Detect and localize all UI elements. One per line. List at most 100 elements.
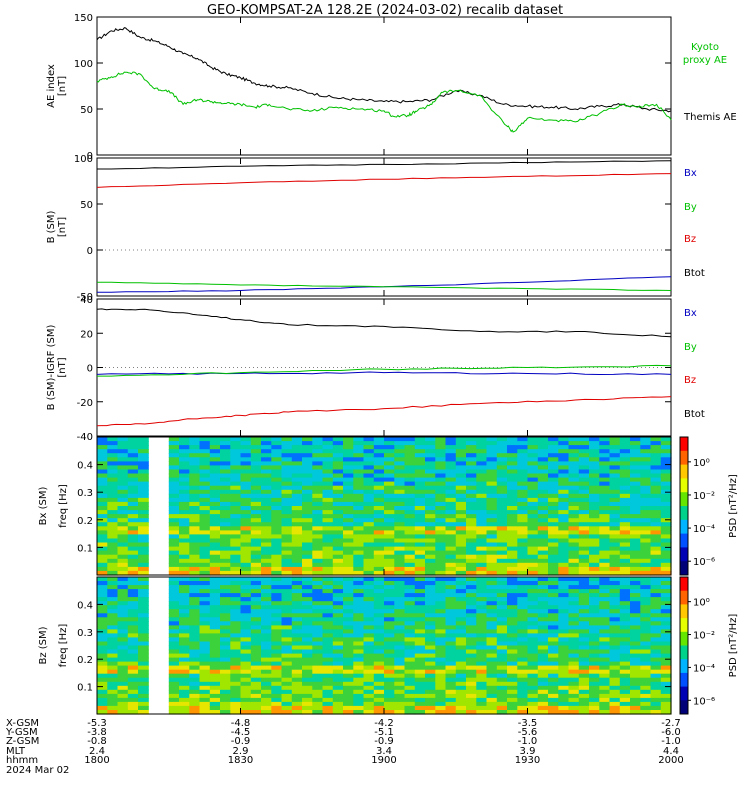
heatmap-cell — [660, 477, 672, 483]
heatmap-cell — [568, 457, 580, 462]
heatmap-cell — [589, 570, 600, 576]
heatmap-cell — [168, 701, 180, 707]
heatmap-cell — [394, 705, 406, 711]
heatmap-cell — [97, 677, 108, 683]
heatmap-cell — [353, 629, 365, 634]
heatmap-cell — [363, 613, 375, 618]
heatmap-cell — [568, 566, 580, 572]
heatmap-cell — [414, 562, 426, 568]
heatmap-cell — [291, 437, 303, 442]
heatmap-cell — [425, 562, 436, 568]
heatmap-cell — [455, 601, 467, 606]
heatmap-cell — [250, 558, 262, 564]
heatmap-cell — [486, 697, 498, 703]
heatmap-cell — [589, 485, 600, 491]
heatmap-cell — [312, 661, 324, 667]
heatmap-cell — [199, 637, 211, 642]
heatmap-cell — [589, 605, 600, 610]
heatmap-cell — [537, 701, 549, 707]
heatmap-cell — [179, 514, 190, 519]
legend-by: By — [684, 202, 697, 213]
heatmap-cell — [230, 570, 242, 576]
heatmap-cell — [168, 445, 180, 450]
heatmap-cell — [404, 546, 416, 552]
heatmap-cell — [466, 617, 477, 622]
heatmap-cell — [455, 473, 467, 479]
heatmap-cell — [537, 469, 549, 475]
heatmap-cell — [619, 481, 631, 487]
heatmap-cell — [138, 526, 149, 531]
heatmap-cell — [476, 449, 488, 454]
heatmap-cell — [291, 593, 303, 598]
heatmap-cell — [568, 641, 580, 647]
heatmap-cell — [496, 473, 508, 479]
heatmap-cell — [476, 617, 488, 622]
heatmap-cell — [332, 673, 344, 679]
heatmap-cell — [209, 697, 221, 703]
heatmap-cell — [527, 701, 539, 707]
heatmap-cell — [599, 645, 611, 651]
heatmap-cell — [394, 613, 406, 618]
heatmap-cell — [496, 669, 508, 675]
heatmap-cell — [619, 661, 631, 667]
heatmap-cell — [435, 534, 447, 540]
heatmap-cell — [179, 693, 190, 699]
heatmap-cell — [220, 501, 231, 507]
heatmap-cell — [537, 613, 549, 618]
heatmap-cell — [599, 710, 611, 715]
heatmap-cell — [240, 661, 252, 667]
heatmap-cell — [630, 449, 641, 454]
heatmap-cell — [640, 485, 652, 491]
heatmap-cell — [199, 453, 211, 458]
heatmap-cell — [373, 661, 385, 667]
heatmap-cell — [578, 589, 590, 594]
heatmap-cell — [548, 546, 559, 552]
heatmap-cell — [640, 538, 652, 544]
heatmap-cell — [250, 522, 262, 527]
heatmap-cell — [599, 617, 611, 622]
heatmap-cell — [261, 685, 272, 691]
heatmap-cell — [138, 641, 149, 647]
heatmap-cell — [527, 461, 539, 467]
heatmap-cell — [179, 461, 190, 467]
heatmap-cell — [261, 697, 272, 703]
heatmap-cell — [281, 522, 293, 527]
heatmap-cell — [312, 685, 324, 691]
heatmap-cell — [189, 649, 201, 655]
heatmap-cell — [619, 629, 631, 634]
heatmap-cell — [343, 465, 354, 471]
heatmap-cell — [394, 510, 406, 515]
heatmap-cell — [199, 621, 211, 626]
heatmap-cell — [179, 613, 190, 618]
heatmap-cell — [660, 641, 672, 647]
heatmap-cell — [138, 449, 149, 454]
heatmap-cell — [589, 657, 600, 663]
heatmap-cell — [302, 705, 313, 711]
heatmap-cell — [271, 693, 283, 699]
heatmap-cell — [322, 633, 334, 638]
heatmap-cell — [517, 485, 529, 491]
heatmap-cell — [507, 526, 518, 531]
heatmap-cell — [199, 485, 211, 491]
heatmap-cell — [373, 510, 385, 515]
heatmap-cell — [332, 477, 344, 483]
heatmap-cell — [609, 542, 621, 548]
heatmap-cell — [97, 562, 108, 568]
heatmap-cell — [138, 465, 149, 471]
heatmap-cell — [353, 697, 365, 703]
heatmap-cell — [250, 518, 262, 523]
heatmap-cell — [455, 633, 467, 638]
heatmap-cell — [127, 558, 139, 564]
heatmap-cell — [517, 449, 529, 454]
heatmap-cell — [558, 625, 570, 630]
heatmap-cell — [373, 710, 385, 715]
heatmap-cell — [117, 469, 129, 475]
heatmap-cell — [261, 669, 272, 675]
heatmap-cell — [230, 701, 242, 707]
heatmap-cell — [660, 645, 672, 651]
heatmap-cell — [261, 518, 272, 523]
heatmap-cell — [220, 562, 231, 568]
heatmap-cell — [650, 469, 662, 475]
heatmap-cell — [271, 493, 283, 499]
heatmap-cell — [599, 673, 611, 679]
